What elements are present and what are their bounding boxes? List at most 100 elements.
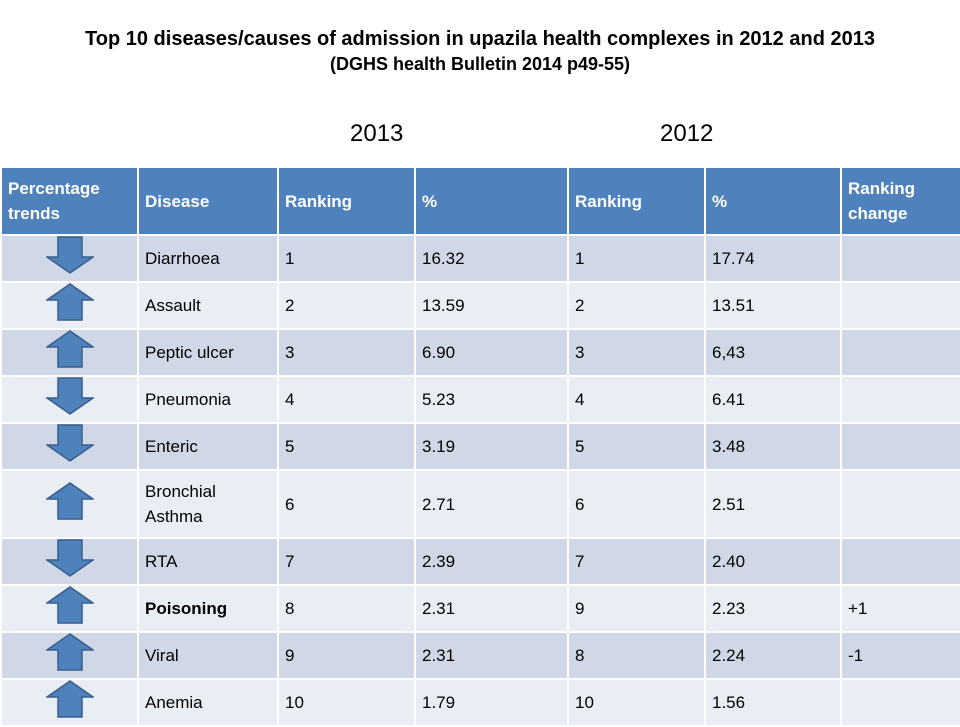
header-ranking-change: Ranking change xyxy=(840,166,960,236)
rank-2013-cell: 1 xyxy=(277,234,416,283)
trend-cell xyxy=(0,537,139,586)
table-row: Poisoning 8 2.31 9 2.23 +1 xyxy=(0,584,960,633)
arrow-up-icon xyxy=(44,330,95,375)
pct-2013-cell: 3.19 xyxy=(414,422,569,471)
arrow-down-icon xyxy=(44,236,95,281)
rank-change-cell xyxy=(840,328,960,377)
trend-cell xyxy=(0,375,139,424)
header-ranking-2012: Ranking xyxy=(567,166,706,236)
rank-change-cell xyxy=(840,469,960,539)
table-row: Enteric 5 3.19 5 3.48 xyxy=(0,422,960,471)
pct-2012-cell: 2.40 xyxy=(704,537,842,586)
header-percent-2012: % xyxy=(704,166,842,236)
diseases-table: Percentage trends Disease Ranking % Rank… xyxy=(0,166,960,727)
disease-cell: Viral xyxy=(137,631,279,680)
rank-2012-cell: 2 xyxy=(567,281,706,330)
rank-2012-cell: 9 xyxy=(567,584,706,633)
rank-2013-cell: 7 xyxy=(277,537,416,586)
arrow-down-icon xyxy=(44,377,95,422)
rank-change-cell xyxy=(840,678,960,727)
trend-cell xyxy=(0,234,139,283)
rank-change-cell: +1 xyxy=(840,584,960,633)
rank-2012-cell: 10 xyxy=(567,678,706,727)
pct-2013-cell: 6.90 xyxy=(414,328,569,377)
year-label-2012: 2012 xyxy=(660,120,714,147)
table-row: Anemia 10 1.79 10 1.56 xyxy=(0,678,960,727)
arrow-down-icon xyxy=(44,424,95,469)
pct-2013-cell: 13.59 xyxy=(414,281,569,330)
arrow-up-icon xyxy=(44,633,95,678)
rank-2013-cell: 9 xyxy=(277,631,416,680)
rank-2012-cell: 6 xyxy=(567,469,706,539)
pct-2013-cell: 2.31 xyxy=(414,584,569,633)
rank-change-cell: -1 xyxy=(840,631,960,680)
arrow-up-icon xyxy=(44,283,95,328)
rank-2012-cell: 3 xyxy=(567,328,706,377)
table-row: Viral 9 2.31 8 2.24 -1 xyxy=(0,631,960,680)
trend-cell xyxy=(0,422,139,471)
slide-subtitle: (DGHS health Bulletin 2014 p49-55) xyxy=(329,54,631,74)
pct-2012-cell: 2.23 xyxy=(704,584,842,633)
table-row: Peptic ulcer 3 6.90 3 6,43 xyxy=(0,328,960,377)
disease-cell: Enteric xyxy=(137,422,279,471)
trend-cell xyxy=(0,469,139,539)
pct-2012-cell: 2.51 xyxy=(704,469,842,539)
slide-title: Top 10 diseases/causes of admission in u… xyxy=(85,28,875,50)
table-row: Bronchial Asthma 6 2.71 6 2.51 xyxy=(0,469,960,539)
pct-2013-cell: 1.79 xyxy=(414,678,569,727)
arrow-up-icon xyxy=(44,481,95,527)
table-row: Pneumonia 4 5.23 4 6.41 xyxy=(0,375,960,424)
pct-2012-cell: 13.51 xyxy=(704,281,842,330)
pct-2013-cell: 2.71 xyxy=(414,469,569,539)
rank-2013-cell: 8 xyxy=(277,584,416,633)
rank-change-cell xyxy=(840,537,960,586)
arrow-up-icon xyxy=(44,586,95,631)
rank-2012-cell: 7 xyxy=(567,537,706,586)
disease-cell: Assault xyxy=(137,281,279,330)
table-row: Assault 2 13.59 2 13.51 xyxy=(0,281,960,330)
rank-change-cell xyxy=(840,422,960,471)
rank-change-cell xyxy=(840,375,960,424)
pct-2012-cell: 3.48 xyxy=(704,422,842,471)
rank-2013-cell: 10 xyxy=(277,678,416,727)
rank-change-cell xyxy=(840,281,960,330)
disease-cell: Diarrhoea xyxy=(137,234,279,283)
header-percent-2013: % xyxy=(414,166,569,236)
table-row: Diarrhoea 1 16.32 1 17.74 xyxy=(0,234,960,283)
rank-2012-cell: 5 xyxy=(567,422,706,471)
trend-cell xyxy=(0,281,139,330)
pct-2012-cell: 1.56 xyxy=(704,678,842,727)
rank-2013-cell: 6 xyxy=(277,469,416,539)
rank-2012-cell: 4 xyxy=(567,375,706,424)
year-label-2013: 2013 xyxy=(350,120,404,147)
disease-cell: Poisoning xyxy=(137,584,279,633)
pct-2013-cell: 2.39 xyxy=(414,537,569,586)
arrow-up-icon xyxy=(44,680,95,725)
rank-change-cell xyxy=(840,234,960,283)
pct-2013-cell: 2.31 xyxy=(414,631,569,680)
pct-2013-cell: 16.32 xyxy=(414,234,569,283)
disease-cell: Bronchial Asthma xyxy=(137,469,279,539)
trend-cell xyxy=(0,328,139,377)
pct-2012-cell: 2.24 xyxy=(704,631,842,680)
trend-cell xyxy=(0,631,139,680)
header-disease: Disease xyxy=(137,166,279,236)
pct-2012-cell: 17.74 xyxy=(704,234,842,283)
rank-2013-cell: 3 xyxy=(277,328,416,377)
rank-2013-cell: 4 xyxy=(277,375,416,424)
disease-cell: Anemia xyxy=(137,678,279,727)
header-percentage-trends: Percentage trends xyxy=(0,166,139,236)
pct-2013-cell: 5.23 xyxy=(414,375,569,424)
arrow-down-icon xyxy=(44,539,95,584)
disease-cell: RTA xyxy=(137,537,279,586)
title-block: Top 10 diseases/causes of admission in u… xyxy=(0,26,960,76)
rank-2013-cell: 2 xyxy=(277,281,416,330)
rank-2012-cell: 1 xyxy=(567,234,706,283)
header-ranking-2013: Ranking xyxy=(277,166,416,236)
trend-cell xyxy=(0,584,139,633)
table-row: RTA 7 2.39 7 2.40 xyxy=(0,537,960,586)
disease-cell: Pneumonia xyxy=(137,375,279,424)
rank-2013-cell: 5 xyxy=(277,422,416,471)
table-header-row: Percentage trends Disease Ranking % Rank… xyxy=(0,166,960,236)
pct-2012-cell: 6.41 xyxy=(704,375,842,424)
